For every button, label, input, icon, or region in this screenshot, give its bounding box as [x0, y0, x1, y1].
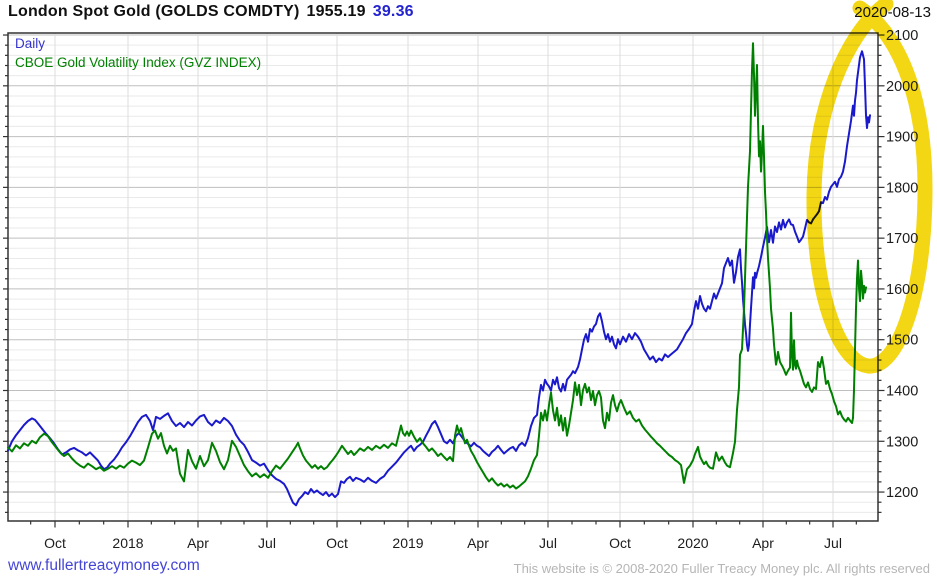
y-axis-label: 1900	[886, 130, 918, 146]
x-axis-label: Jul	[258, 535, 276, 551]
chart-title: London Spot Gold (GOLDS COMDTY) 1955.19 39…	[8, 3, 414, 21]
series-lines	[7, 42, 871, 507]
x-axis-label: Jul	[539, 535, 557, 551]
x-axis-label: Oct	[44, 535, 66, 551]
x-axis-label: 2018	[112, 535, 143, 551]
gold-price-line	[7, 50, 871, 507]
gridlines	[8, 33, 878, 521]
x-axis-label: Apr	[467, 535, 489, 551]
x-axis-label: Oct	[326, 535, 348, 551]
chart-date: 2020-08-13	[854, 4, 931, 21]
x-axis-label: Oct	[609, 535, 631, 551]
gvz-last-value: 39.36	[372, 3, 414, 20]
y-axis-label: 1400	[886, 383, 918, 399]
x-axis-label: 2020	[677, 535, 708, 551]
last-price: 1955.19	[306, 3, 366, 20]
y-axis-label: 1500	[886, 333, 918, 349]
gvz-index-line	[7, 42, 867, 490]
website-link[interactable]: www.fullertreacymoney.com	[8, 557, 200, 574]
annotations	[806, 0, 933, 374]
x-axis-label: Apr	[187, 535, 209, 551]
plot-border	[7, 32, 879, 522]
axes	[3, 32, 885, 528]
y-axis-label: 2000	[886, 79, 918, 95]
axis-labels: 2100 2000 1900 1800 1700 1600 1500 1400 1300 1200…	[44, 28, 918, 551]
legend-gold-daily: Daily	[15, 36, 46, 51]
highlight-ellipse	[806, 0, 933, 374]
y-axis-label: 1300	[886, 434, 918, 450]
instrument-name: London Spot Gold (GOLDS COMDTY)	[8, 3, 300, 20]
y-axis-label: 1800	[886, 180, 918, 196]
x-axis-label: 2019	[392, 535, 423, 551]
x-axis-label: Apr	[752, 535, 774, 551]
y-axis-label: 2100	[886, 28, 918, 44]
y-axis-label: 1200	[886, 485, 918, 501]
legend-gvz-index: CBOE Gold Volatility Index (GVZ INDEX)	[15, 55, 262, 70]
y-axis-label: 1600	[886, 282, 918, 298]
x-axis-label: Jul	[824, 535, 842, 551]
y-axis-label: 1700	[886, 231, 918, 247]
copyright-text: This website is © 2008-2020 Fuller Treac…	[513, 561, 930, 576]
